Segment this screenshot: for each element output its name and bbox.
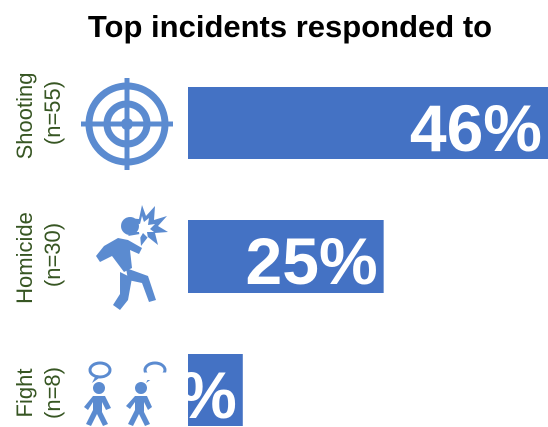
sample-size-shooting: (n=55): [40, 81, 65, 145]
bar-labels-group: 46% 25% 7%: [141, 91, 542, 427]
bar-label-homicide: 25%: [246, 224, 378, 298]
sample-size-homicide: (n=30): [40, 223, 65, 287]
category-label-fight: Fight: [12, 369, 37, 418]
sample-size-fight: (n=8): [40, 367, 65, 419]
category-label-shooting: Shooting: [12, 73, 37, 160]
bars-group: [188, 87, 548, 426]
bar-shooting: [188, 87, 548, 159]
bar-label-fight: 7%: [141, 358, 236, 427]
bar-fight: [188, 354, 243, 426]
bar-label-shooting: 46%: [410, 91, 542, 165]
crosshair-target-icon: [81, 78, 173, 170]
chart-title: Top incidents responded to: [88, 9, 492, 44]
category-labels: Shooting (n=55) Homicide (n=30) Fight (n…: [12, 73, 65, 419]
bar-homicide: [188, 220, 384, 293]
category-label-homicide: Homicide: [12, 212, 37, 304]
falling-person-icon: [96, 205, 168, 310]
two-people-arguing-icon: [84, 361, 167, 426]
